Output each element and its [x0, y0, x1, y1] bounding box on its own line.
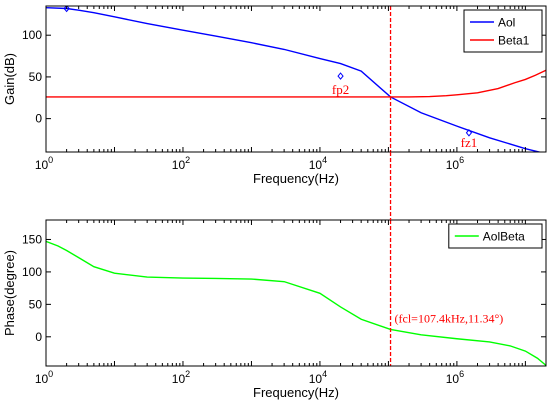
- crossover-annotation: (fcl=107.4kHz,11.34°): [395, 311, 504, 325]
- x-tick-label: 100: [35, 155, 53, 172]
- marker-fz1: [465, 129, 473, 137]
- legend: Aol Beta1: [463, 9, 543, 53]
- x-tick-label: 102: [172, 155, 190, 172]
- phase-axes-box: [45, 219, 547, 367]
- gain-axes-box: [45, 5, 547, 153]
- series-line-aol: [46, 6, 543, 152]
- legend: AolBeta: [448, 223, 543, 249]
- y-tick-label: 150: [22, 232, 42, 246]
- phase-panel: (fcl=107.4kHz,11.34°) 0 50 100 150 100 102 104 1…: [2, 219, 547, 400]
- legend-label-aolbeta: AolBeta: [483, 230, 525, 244]
- y-tick-label: 100: [22, 265, 42, 279]
- series-line-aolbeta: [46, 240, 546, 366]
- legend-label-aol: Aol: [498, 16, 515, 30]
- y-axis-label: Phase(degree): [2, 250, 17, 336]
- x-tick-label: 100: [35, 369, 53, 386]
- x-tick-label: 102: [172, 369, 190, 386]
- y-tick-label: 0: [35, 112, 42, 126]
- phase-plot-area: [46, 220, 546, 366]
- gain-panel: fp1fp2fz1050100100102104106Frequency(Hz)…: [2, 5, 547, 186]
- x-tick-label: 106: [446, 155, 464, 172]
- series-line-beta1: [46, 69, 546, 98]
- marker-fp1: [63, 6, 70, 13]
- x-axis-label: Frequency(Hz): [253, 171, 339, 186]
- y-axis-label: Gain(dB): [2, 53, 17, 105]
- legend-label-beta1: Beta1: [498, 34, 530, 48]
- y-tick-label: 100: [22, 28, 42, 42]
- x-tick-label: 104: [309, 155, 327, 172]
- x-tick-label: 106: [446, 369, 464, 386]
- x-tick-label: 104: [309, 369, 327, 386]
- y-tick-label: 0: [35, 330, 42, 344]
- legend-box: [463, 9, 543, 53]
- marker-fp2: [337, 72, 344, 80]
- y-tick-label: 50: [29, 297, 43, 311]
- marker-label-fz1: fz1: [461, 135, 478, 150]
- y-tick-label: 50: [29, 70, 43, 84]
- x-axis-label: Frequency(Hz): [253, 385, 339, 400]
- marker-label-fp2: fp2: [332, 82, 349, 97]
- gain-plot-area: [46, 6, 546, 152]
